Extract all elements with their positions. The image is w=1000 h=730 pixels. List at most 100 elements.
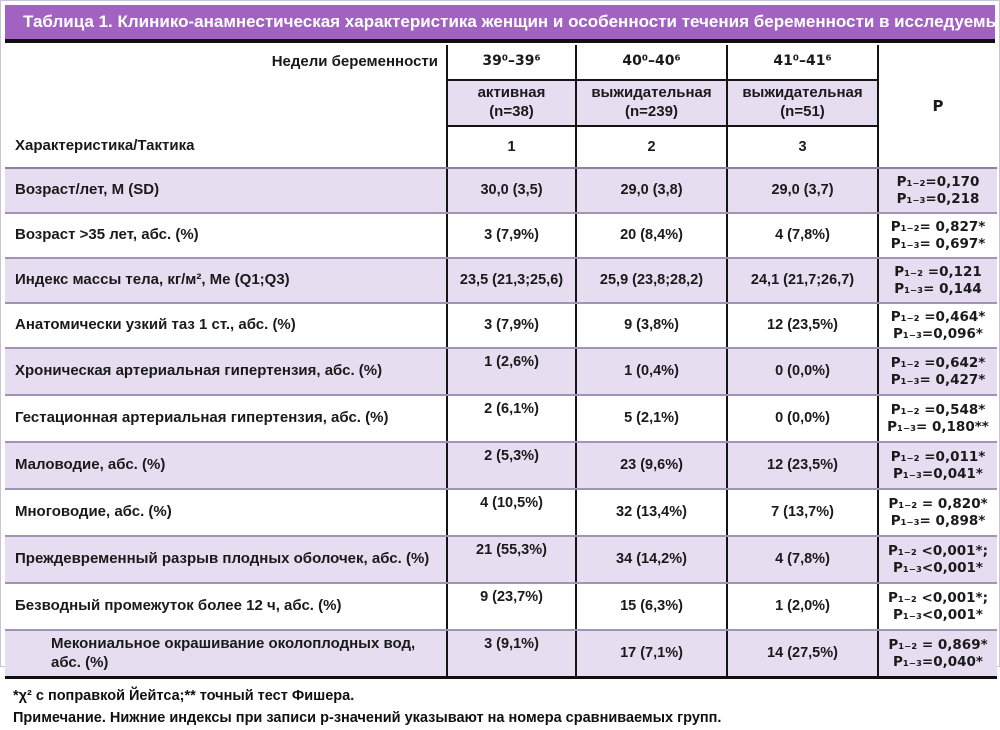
value-group3: 4 (7,8%)	[726, 213, 879, 259]
weeks-range-group3: 41⁰–41⁶	[726, 45, 879, 81]
table-header: Недели беременности 39⁰–39⁶ 40⁰–40⁶ 41⁰–…	[5, 45, 997, 169]
value-group1: 4 (10,5%)	[446, 489, 577, 537]
p-values-cell: P₁₋₂ =0,011* P₁₋₃=0,041*	[877, 442, 997, 490]
value-group3: 24,1 (21,7;26,7)	[726, 258, 879, 304]
p-values-cell: P₁₋₂ =0,642* P₁₋₃= 0,427*	[877, 348, 997, 396]
p-value-1-2: P₁₋₂=0,170	[896, 173, 980, 190]
weeks-header-label: Недели беременности	[271, 53, 438, 71]
value-group1: 2 (5,3%)	[446, 442, 577, 490]
p-value-1-2: P₁₋₂ =0,464*	[890, 308, 986, 325]
p-value-1-2: P₁₋₂= 0,827*	[890, 218, 986, 235]
tactic-group2: выжидательная (n=239)	[575, 80, 728, 127]
p-value-1-2: P₁₋₂ =0,642*	[890, 354, 986, 371]
table-body: Возраст/лет, М (SD) 30,0 (3,5) 29,0 (3,8…	[5, 168, 997, 679]
p-value-1-2: P₁₋₂ = 0,820*	[888, 495, 988, 512]
value-group3: 4 (7,8%)	[726, 536, 879, 584]
characteristic-header-label: Характеристика/Тактика	[5, 126, 447, 169]
p-value-1-3: P₁₋₃<0,001*	[893, 559, 983, 576]
table-row: Гестационная артериальная гипертензия, а…	[5, 395, 997, 443]
p-value-1-3: P₁₋₃=0,218	[896, 190, 980, 207]
table-row: Преждевременный разрыв плодных оболочек,…	[5, 536, 997, 584]
value-group1: 9 (23,7%)	[446, 583, 577, 631]
value-group2: 15 (6,3%)	[575, 583, 728, 631]
table-row: Индекс массы тела, кг/м², Ме (Q1;Q3) 23,…	[5, 258, 997, 304]
p-value-1-2: P₁₋₂ = 0,869*	[888, 636, 988, 653]
row-label: Мекониальное окрашивание околоплодных во…	[5, 630, 447, 679]
p-values-cell: P₁₋₂ = 0,869* P₁₋₃=0,040*	[877, 630, 997, 679]
p-values-cell: P₁₋₂ <0,001*; P₁₋₃<0,001*	[877, 583, 997, 631]
row-label: Преждевременный разрыв плодных оболочек,…	[5, 536, 447, 584]
value-group3: 7 (13,7%)	[726, 489, 879, 537]
p-value-1-3: P₁₋₃= 0,144	[894, 280, 982, 297]
value-group3: 0 (0,0%)	[726, 395, 879, 443]
p-value-1-2: P₁₋₂ =0,121	[894, 263, 982, 280]
p-value-1-2: P₁₋₂ =0,548*	[890, 401, 986, 418]
p-value-1-2: P₁₋₂ =0,011*	[890, 448, 986, 465]
p-values-cell: P₁₋₂ =0,464* P₁₋₃=0,096*	[877, 303, 997, 349]
value-group1: 1 (2,6%)	[446, 348, 577, 396]
value-group2: 25,9 (23,8;28,2)	[575, 258, 728, 304]
tactic-group3: выжидательная (n=51)	[726, 80, 879, 127]
value-group2: 17 (7,1%)	[575, 630, 728, 679]
tactic-n: (n=38)	[489, 103, 534, 120]
group2-number: 2	[575, 126, 728, 169]
p-values-cell: P₁₋₂ =0,121 P₁₋₃= 0,144	[877, 258, 997, 304]
row-label: Возраст >35 лет, абс. (%)	[5, 213, 447, 259]
table-row: Анатомически узкий таз 1 ст., абс. (%) 3…	[5, 303, 997, 349]
table-title: Таблица 1. Клинико-анамнестическая харак…	[5, 5, 995, 43]
p-value-1-2: P₁₋₂ <0,001*;	[887, 589, 989, 606]
weeks-range-group1: 39⁰–39⁶	[446, 45, 577, 81]
row-label: Индекс массы тела, кг/м², Ме (Q1;Q3)	[5, 258, 447, 304]
value-group2: 9 (3,8%)	[575, 303, 728, 349]
tactic-name: выжидательная	[742, 84, 863, 102]
p-value-1-3: P₁₋₃= 0,898*	[890, 512, 986, 529]
table-row: Мекониальное окрашивание околоплодных во…	[5, 630, 997, 679]
row-label: Безводный промежуток более 12 ч, абс. (%…	[5, 583, 447, 631]
p-value-1-3: P₁₋₃=0,040*	[893, 653, 983, 670]
p-values-cell: P₁₋₂ <0,001*; P₁₋₃<0,001*	[877, 536, 997, 584]
value-group1: 3 (9,1%)	[446, 630, 577, 679]
row-label: Маловодие, абс. (%)	[5, 442, 447, 490]
group1-number: 1	[446, 126, 577, 169]
tactic-n: (n=239)	[625, 103, 678, 120]
table-row: Безводный промежуток более 12 ч, абс. (%…	[5, 583, 997, 631]
value-group3: 0 (0,0%)	[726, 348, 879, 396]
table-row: Маловодие, абс. (%) 2 (5,3%) 23 (9,6%) 1…	[5, 442, 997, 490]
value-group1: 30,0 (3,5)	[446, 168, 577, 214]
tactic-name: активная	[477, 84, 546, 102]
table-row: Многоводие, абс. (%) 4 (10,5%) 32 (13,4%…	[5, 489, 997, 537]
p-values-cell: P₁₋₂ = 0,820* P₁₋₃= 0,898*	[877, 489, 997, 537]
p-value-1-3: P₁₋₃= 0,697*	[890, 235, 986, 252]
value-group2: 23 (9,6%)	[575, 442, 728, 490]
table-row: Возраст >35 лет, абс. (%) 3 (7,9%) 20 (8…	[5, 213, 997, 259]
p-value-1-3: P₁₋₃= 0,427*	[890, 371, 986, 388]
value-group3: 1 (2,0%)	[726, 583, 879, 631]
p-values-cell: P₁₋₂= 0,827* P₁₋₃= 0,697*	[877, 213, 997, 259]
row-label: Многоводие, абс. (%)	[5, 489, 447, 537]
row-label: Хроническая артериальная гипертензия, аб…	[5, 348, 447, 396]
p-value-1-3: P₁₋₃=0,096*	[893, 325, 983, 342]
footnote-tests: *χ² с поправкой Йейтса;** точный тест Фи…	[13, 688, 355, 704]
tactic-n: (n=51)	[780, 103, 825, 120]
value-group2: 1 (0,4%)	[575, 348, 728, 396]
value-group2: 32 (13,4%)	[575, 489, 728, 537]
value-group3: 14 (27,5%)	[726, 630, 879, 679]
tactic-group1: активная (n=38)	[446, 80, 577, 127]
footnote-note: Примечание. Нижние индексы при записи p-…	[13, 709, 722, 726]
row-label: Возраст/лет, М (SD)	[5, 168, 447, 214]
value-group3: 29,0 (3,7)	[726, 168, 879, 214]
value-group2: 29,0 (3,8)	[575, 168, 728, 214]
value-group3: 12 (23,5%)	[726, 442, 879, 490]
value-group2: 20 (8,4%)	[575, 213, 728, 259]
value-group1: 3 (7,9%)	[446, 213, 577, 259]
p-column-header: P	[877, 45, 997, 169]
value-group1: 3 (7,9%)	[446, 303, 577, 349]
data-table: Недели беременности 39⁰–39⁶ 40⁰–40⁶ 41⁰–…	[5, 45, 997, 679]
p-value-1-2: P₁₋₂ <0,001*;	[887, 542, 989, 559]
p-values-cell: P₁₋₂ =0,548* P₁₋₃= 0,180**	[877, 395, 997, 443]
p-value-1-3: P₁₋₃<0,001*	[893, 606, 983, 623]
header-row-numbers: Характеристика/Тактика 1 2 3	[5, 126, 997, 169]
table-row: Хроническая артериальная гипертензия, аб…	[5, 348, 997, 396]
p-value-1-3: P₁₋₃= 0,180**	[887, 418, 989, 435]
